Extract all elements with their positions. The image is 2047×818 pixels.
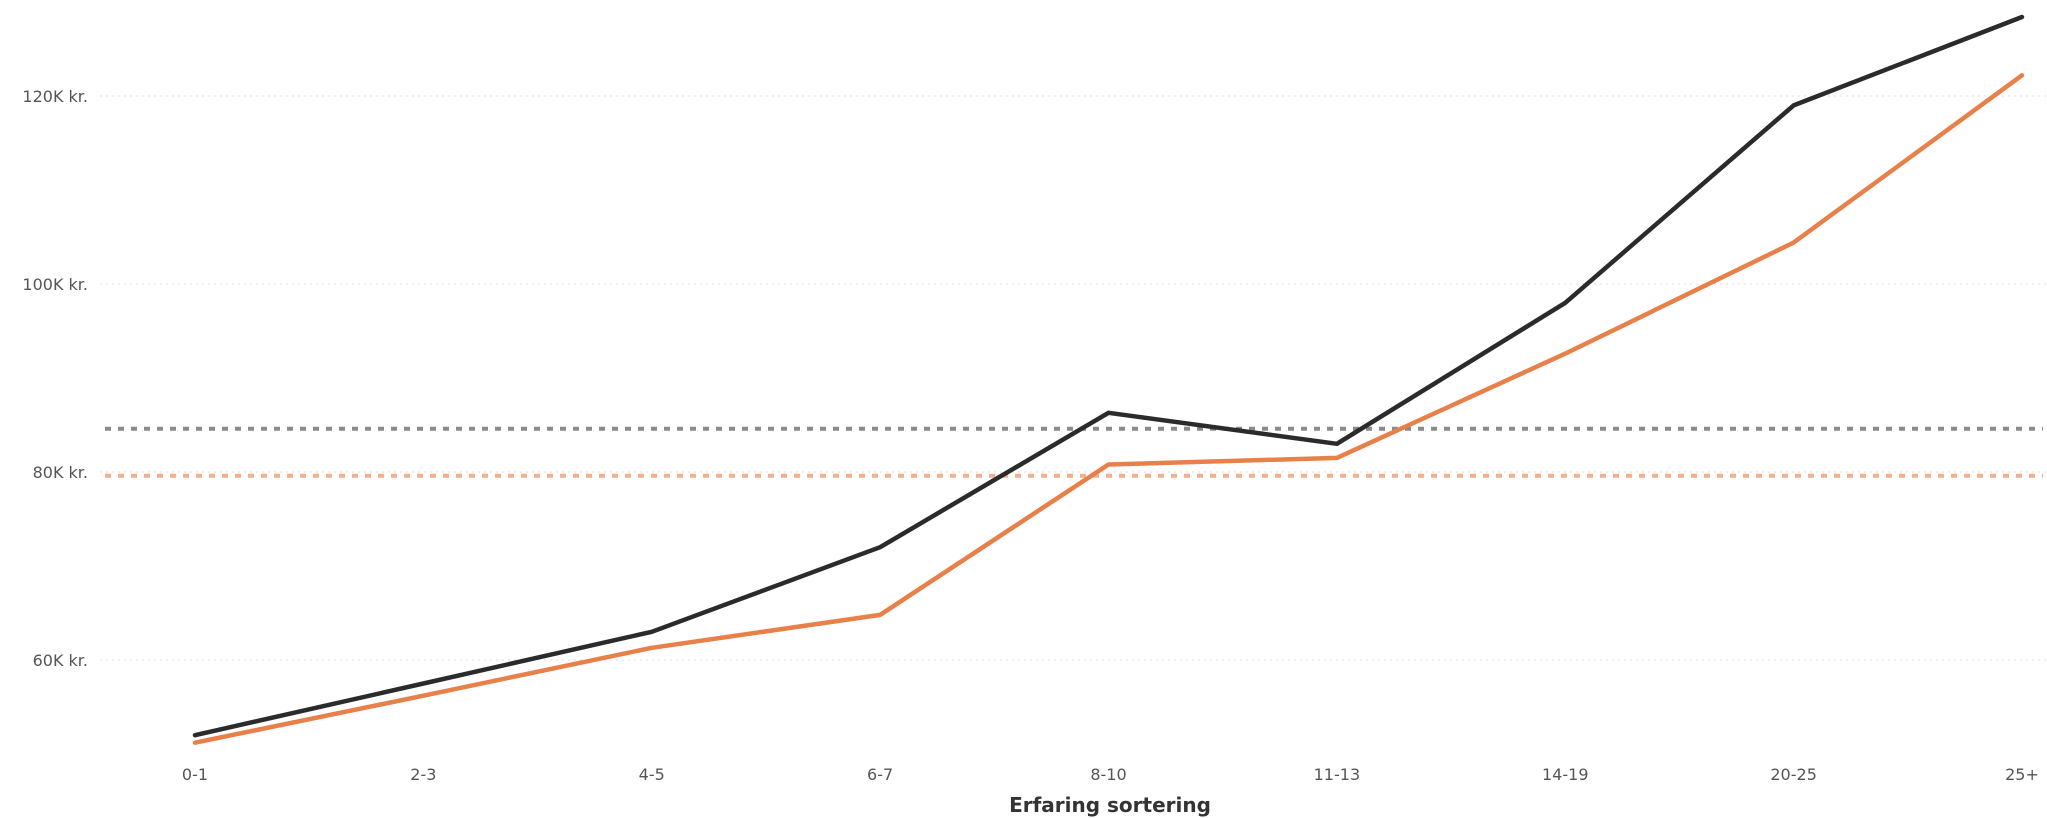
x-tick-label: 20-25 bbox=[1770, 765, 1817, 784]
gridlines bbox=[100, 95, 2047, 661]
x-tick-label: 11-13 bbox=[1314, 765, 1361, 784]
y-tick-label: 120K kr. bbox=[22, 87, 88, 106]
series-line bbox=[192, 14, 2025, 738]
y-axis-tick-labels: 60K kr. 80K kr. 100K kr. 120K kr. bbox=[22, 87, 88, 670]
x-tick-label: 25+ bbox=[2005, 765, 2039, 784]
x-tick-label: 8-10 bbox=[1090, 765, 1126, 784]
x-axis-title: Erfaring sortering bbox=[1009, 793, 1211, 817]
x-tick-label: 14-19 bbox=[1542, 765, 1589, 784]
series-line bbox=[192, 73, 2025, 745]
y-tick-label: 60K kr. bbox=[33, 651, 88, 670]
reference-lines bbox=[105, 426, 2043, 478]
x-tick-label: 4-5 bbox=[639, 765, 665, 784]
x-axis-tick-labels: 0-1 2-3 4-5 6-7 8-10 11-13 14-19 20-25 25+ bbox=[182, 765, 2039, 784]
x-tick-label: 6-7 bbox=[867, 765, 893, 784]
series-lines bbox=[192, 14, 2025, 745]
x-tick-label: 0-1 bbox=[182, 765, 208, 784]
y-tick-label: 100K kr. bbox=[22, 275, 88, 294]
x-tick-label: 2-3 bbox=[410, 765, 436, 784]
y-tick-label: 80K kr. bbox=[33, 463, 88, 482]
